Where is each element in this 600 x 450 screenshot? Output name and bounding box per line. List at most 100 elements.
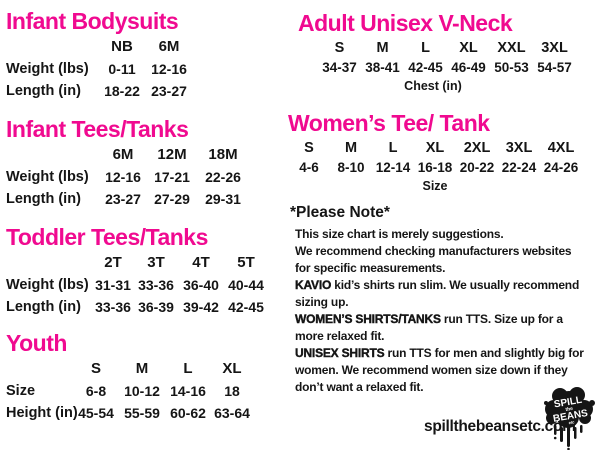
col-header: 3XL [505, 140, 533, 156]
size-cell: 24-26 [543, 160, 579, 175]
col-header: 4XL [547, 140, 575, 156]
infant-tees-title: Infant Tees/Tanks [6, 116, 189, 142]
note-text: We recommend checking manufacturers webs… [295, 244, 572, 275]
size-cell: 12-14 [375, 160, 411, 175]
size-cell: 31-31 [95, 277, 131, 293]
infant-bodysuits-section: Infant Bodysuits NB 6M Weight (lbs) 0-11… [6, 8, 195, 102]
logo-line-the: the [565, 406, 574, 413]
spacer-cell [6, 36, 101, 58]
col-header: 4T [192, 254, 210, 271]
toddler-tees-section: Toddler Tees/Tanks 2T 3T 4T 5T Weight (l… [6, 224, 268, 318]
col-header: 2T [104, 254, 122, 271]
size-cell: 42-45 [408, 60, 443, 75]
size-cell: 36-40 [183, 277, 219, 293]
col-header: XL [222, 360, 242, 377]
spill-the-beans-logo: SPILL the BEANS etc [544, 387, 595, 450]
toddler-tees-title: Toddler Tees/Tanks [6, 224, 208, 250]
row-label: Length (in) [6, 191, 81, 207]
size-cell: 6-8 [85, 383, 107, 399]
size-cell: 29-31 [205, 191, 241, 207]
row-label: Length (in) [6, 299, 81, 315]
adult-vneck-table: S M L XL XXL 3XL 34-37 38-41 42-45 46-49… [290, 38, 576, 78]
infant-tees-section: Infant Tees/Tanks 6M 12M 18M Weight (lbs… [6, 116, 250, 210]
size-cell: 12-16 [151, 61, 187, 77]
womens-tee-table: S M L XL 2XL 3XL 4XL 4-6 8-10 12-14 16-1… [288, 138, 582, 178]
size-cell: 54-57 [537, 60, 572, 75]
note-item: We recommend checking manufacturers webs… [295, 243, 586, 277]
size-cell: 22-26 [205, 169, 241, 185]
size-cell: 23-27 [151, 83, 187, 99]
col-header: 3T [147, 254, 165, 271]
website-text: spillthebeansetc.com [424, 418, 576, 435]
size-cell: 23-27 [105, 191, 141, 207]
col-header: L [421, 40, 430, 56]
row-label: Weight (lbs) [6, 169, 89, 185]
note-text: run TTS for men and slightly big for wom… [295, 346, 584, 394]
size-cell: 50-53 [494, 60, 529, 75]
size-cell: 16-18 [417, 160, 453, 175]
col-header: XXL [497, 40, 526, 56]
size-cell: 63-64 [214, 405, 250, 421]
size-cell: 46-49 [451, 60, 486, 75]
col-header: 12M [157, 146, 187, 163]
note-text: run TTS. Size up for a more relaxed fit. [295, 312, 563, 343]
col-header: XL [459, 40, 478, 56]
infant-bodysuits-title: Infant Bodysuits [6, 8, 179, 34]
size-cell: 12-16 [105, 169, 141, 185]
size-cell: 60-62 [170, 405, 206, 421]
col-header: 6M [158, 38, 180, 55]
womens-tee-title: Women’s Tee/ Tank [288, 110, 490, 136]
size-cell: 8-10 [337, 160, 365, 175]
row-label: Height (in) [6, 405, 78, 421]
youth-table: S M L XL Size 6-8 10-12 14-16 18 Height … [6, 358, 252, 424]
infant-tees-table: 6M 12M 18M Weight (lbs) 12-16 17-21 22-2… [6, 144, 250, 210]
spacer-cell [6, 144, 98, 166]
adult-vneck-section: Adult Unisex V-Neck S M L XL XXL 3XL 34-… [290, 10, 576, 94]
note-item: This size chart is merely suggestions. [295, 226, 586, 243]
col-header: M [344, 140, 358, 156]
logo-line-spill: SPILL [553, 395, 583, 411]
adult-vneck-title: Adult Unisex V-Neck [298, 10, 513, 36]
spacer-cell [6, 358, 72, 380]
logo-line-etc: etc [568, 419, 575, 425]
size-cell: 27-29 [154, 191, 190, 207]
size-cell: 0-11 [108, 61, 136, 77]
measure-label: Chest (in) [404, 79, 462, 93]
measure-label: Size [422, 179, 448, 193]
size-cell: 33-36 [95, 299, 131, 315]
col-header: 5T [237, 254, 255, 271]
row-label: Size [6, 383, 36, 399]
note-lead: WOMEN’S SHIRTS/TANKS [295, 312, 441, 326]
col-header: S [334, 40, 345, 56]
ink-splat-shape [544, 387, 595, 450]
infant-bodysuits-table: NB 6M Weight (lbs) 0-11 12-16 Length (in… [6, 36, 195, 102]
note-item: WOMEN’S SHIRTS/TANKS run TTS. Size up fo… [295, 311, 586, 345]
please-note-title: *Please Note* [290, 204, 390, 221]
col-header: 18M [208, 146, 238, 163]
size-cell: 40-44 [228, 277, 264, 293]
note-item: UNISEX SHIRTS run TTS for men and slight… [295, 345, 586, 396]
size-cell: 18-22 [104, 83, 140, 99]
row-label: Weight (lbs) [6, 277, 89, 293]
size-cell: 45-54 [78, 405, 114, 421]
size-cell: 38-41 [365, 60, 400, 75]
youth-section: Youth S M L XL Size 6-8 10-12 14-16 18 H… [6, 330, 252, 424]
col-header: 6M [112, 146, 134, 163]
col-header: S [304, 140, 314, 156]
row-label: Weight (lbs) [6, 61, 89, 77]
col-header: S [90, 360, 101, 377]
col-header: L [388, 140, 398, 156]
size-cell: 33-36 [138, 277, 174, 293]
size-cell: 36-39 [138, 299, 174, 315]
col-header: M [135, 360, 149, 377]
note-text: kid’s shirts run slim. We usually recomm… [295, 278, 580, 309]
size-cell: 14-16 [170, 383, 206, 399]
size-cell: 10-12 [124, 383, 160, 399]
col-header: M [376, 40, 389, 56]
note-lead: UNISEX SHIRTS [295, 346, 385, 360]
size-cell: 42-45 [228, 299, 264, 315]
note-lead: KAVIO [295, 278, 332, 292]
size-cell: 18 [224, 383, 240, 399]
note-item: KAVIO kid’s shirts run slim. We usually … [295, 277, 586, 311]
